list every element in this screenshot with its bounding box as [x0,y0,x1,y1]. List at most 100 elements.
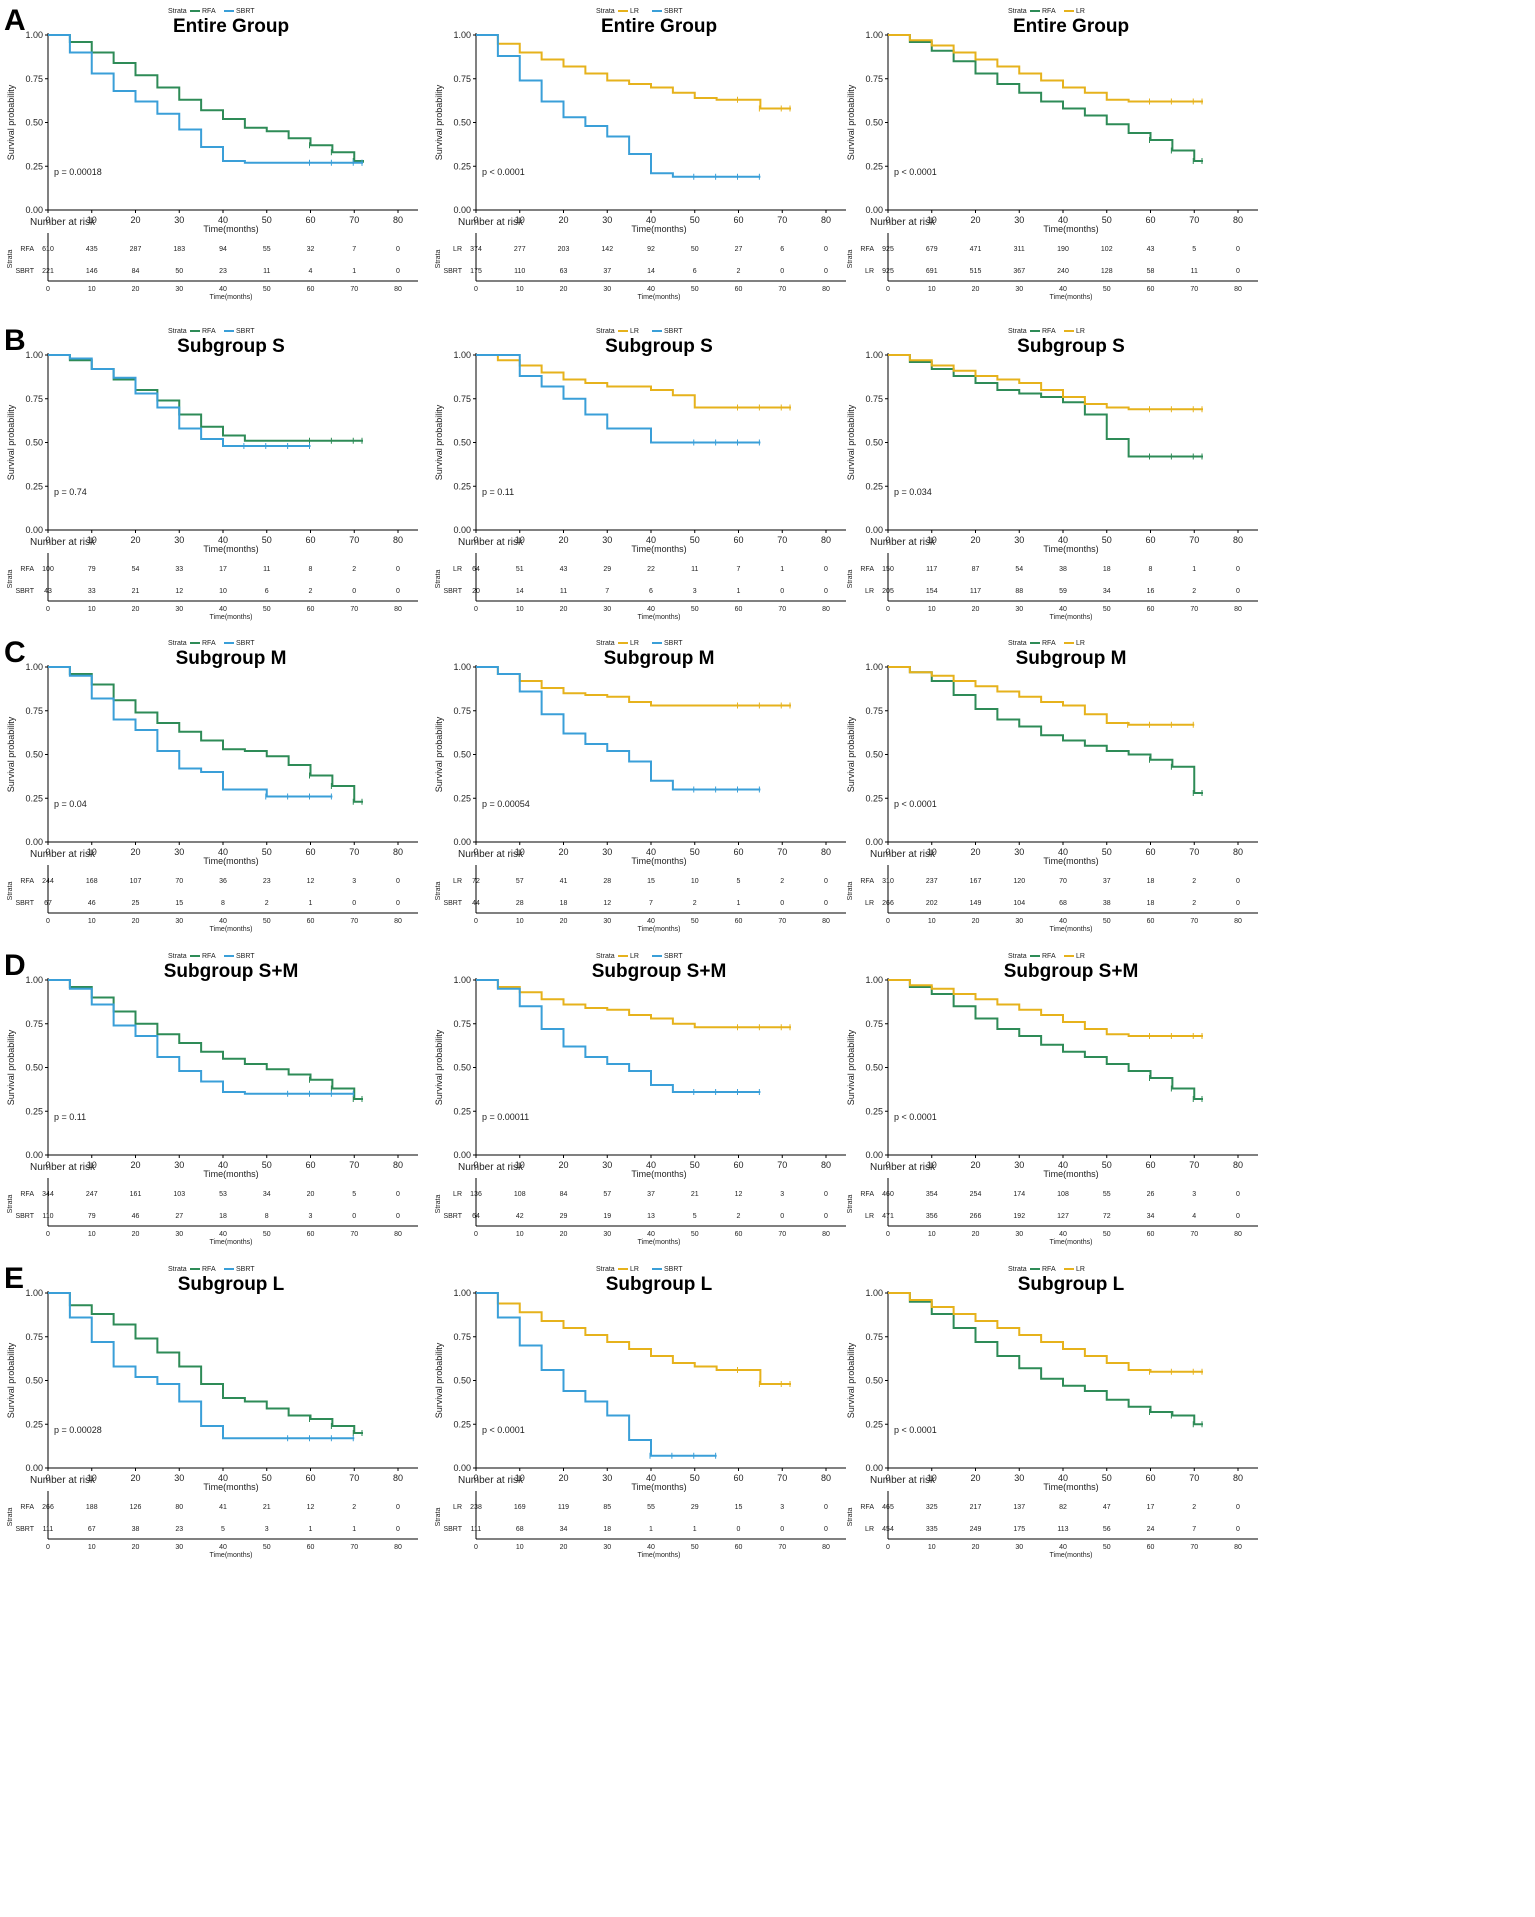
risk-row-label-lr: LR [865,268,874,275]
risk-x-tick-label: 20 [132,1544,140,1551]
risk-x-tick-label: 0 [46,918,50,925]
risk-row-label-lr: LR [453,878,462,885]
risk-count: 454 [882,1526,894,1533]
y-tick-label: 0.50 [453,1063,471,1073]
risk-x-tick-label: 40 [219,1231,227,1238]
risk-count: 117 [926,566,937,573]
p-value: p < 0.0001 [894,1425,937,1435]
risk-x-tick-label: 20 [560,1231,568,1238]
x-tick-label: 10 [515,535,525,545]
survival-curve-rfa [48,666,363,803]
legend-label-lr: LR [1076,953,1085,960]
x-tick-label: 10 [927,1160,937,1170]
risk-x-tick-label: 50 [691,1231,699,1238]
x-tick-label: 40 [218,1160,228,1170]
x-tick-label: 50 [690,215,700,225]
x-tick-label: 10 [927,847,937,857]
legend-label-sbrt: SBRT [236,8,255,15]
x-tick-label: 10 [87,535,97,545]
x-axis-label: Time(months) [1043,544,1098,554]
risk-count: 0 [396,246,400,253]
risk-x-tick-label: 30 [1015,1231,1023,1238]
risk-row-label-sbrt: SBRT [15,1213,34,1220]
risk-count: 33 [88,588,96,595]
y-tick-label: 1.00 [865,975,883,985]
risk-count: 113 [1057,1526,1068,1533]
risk-count: 94 [219,246,227,253]
risk-count: 64 [472,1213,480,1220]
y-tick-label: 0.00 [25,1150,43,1160]
x-tick-label: 50 [690,1160,700,1170]
risk-count: 221 [42,268,54,275]
y-tick-label: 0.00 [25,1463,43,1473]
risk-count: 3 [352,878,356,885]
risk-x-tick-label: 50 [1103,1231,1111,1238]
risk-count: 84 [560,1191,568,1198]
risk-count: 311 [1014,246,1025,253]
risk-count: 8 [309,566,313,573]
legend: Strata LR SBRT [596,8,683,15]
risk-table-title: Number at risk [458,1475,524,1486]
risk-count: 2 [1192,900,1196,907]
x-tick-label: 80 [1233,847,1243,857]
risk-count: 36 [219,878,227,885]
risk-count: 17 [219,566,227,573]
strata-label: Strata [7,250,14,269]
risk-count: 202 [926,900,938,907]
risk-x-tick-label: 40 [1059,286,1067,293]
risk-count: 50 [175,268,183,275]
risk-count: 111 [43,1526,54,1533]
risk-x-tick-label: 10 [88,1544,96,1551]
risk-count: 6 [780,246,784,253]
risk-count: 24 [1147,1526,1155,1533]
y-tick-label: 1.00 [453,975,471,985]
risk-count: 2 [265,900,269,907]
x-tick-label: 40 [646,535,656,545]
risk-x-tick-label: 80 [822,1231,830,1238]
survival-curve-sbrt [48,1292,355,1440]
x-tick-label: 60 [1145,847,1155,857]
y-tick-label: 0.00 [453,1150,471,1160]
risk-count: 142 [601,246,613,253]
chart-title: Subgroup S [1017,336,1125,357]
panel-label-e: E [4,1262,24,1295]
risk-count: 100 [42,566,54,573]
risk-count: 0 [824,1526,828,1533]
risk-count: 2 [309,588,313,595]
risk-count: 5 [693,1213,697,1220]
risk-count: 310 [882,878,894,885]
risk-x-tick-label: 10 [928,606,936,613]
x-axis-label: Time(months) [631,224,686,234]
risk-count: 0 [396,1191,400,1198]
y-tick-label: 0.50 [865,118,883,128]
y-axis-label: Survival probability [6,716,16,792]
risk-x-tick-label: 30 [175,918,183,925]
y-axis-label: Survival probability [434,1342,444,1418]
legend: Strata RFA LR [1008,1266,1085,1273]
risk-count: 28 [603,878,611,885]
risk-count: 79 [88,566,96,573]
risk-count: 7 [1192,1526,1196,1533]
x-tick-label: 60 [305,535,315,545]
y-tick-label: 0.50 [25,1376,43,1386]
risk-count: 238 [470,1504,482,1511]
strata-label: Strata [435,1508,442,1527]
risk-count: 15 [735,1504,743,1511]
risk-count: 5 [352,1191,356,1198]
risk-count: 0 [396,878,400,885]
risk-count: 44 [472,900,480,907]
risk-x-tick-label: 50 [1103,1544,1111,1551]
risk-count: 23 [175,1526,183,1533]
x-tick-label: 80 [393,847,403,857]
risk-x-tick-label: 30 [1015,1544,1023,1551]
risk-x-tick-label: 80 [394,1544,402,1551]
x-tick-label: 10 [927,215,937,225]
x-tick-label: 50 [1102,847,1112,857]
risk-x-tick-label: 20 [132,1231,140,1238]
risk-count: 2 [693,900,697,907]
